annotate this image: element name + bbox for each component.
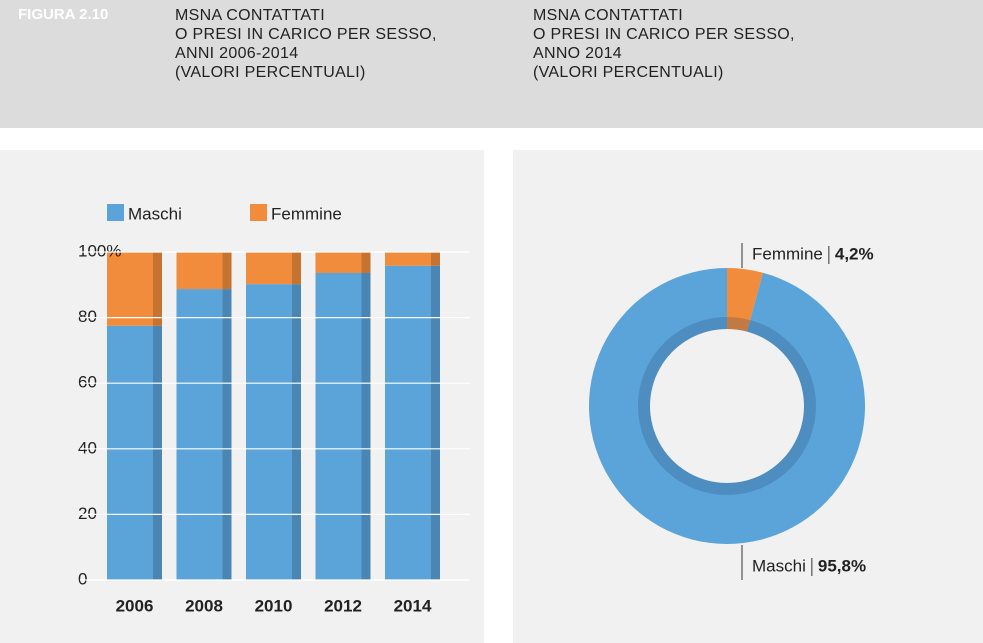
legend-swatch xyxy=(107,204,124,221)
y-tick-label: 0 xyxy=(78,569,87,588)
bar-segment xyxy=(176,252,232,290)
legend-label: Maschi xyxy=(128,204,182,223)
bar-segment xyxy=(176,289,232,580)
legend-swatch xyxy=(250,204,267,221)
x-tick-label: 2008 xyxy=(185,596,223,615)
y-tick-label: 40 xyxy=(78,438,97,457)
donut-slice xyxy=(588,268,866,544)
bar-segment xyxy=(246,252,301,285)
bar-segment xyxy=(315,272,371,580)
inner-ring xyxy=(638,317,816,495)
value-label: 4,2% xyxy=(835,244,874,263)
legend-label: Femmine xyxy=(271,204,342,223)
value-label: 95,8% xyxy=(818,556,866,575)
x-tick-label: 2012 xyxy=(324,596,362,615)
bar-segment xyxy=(385,252,440,266)
panel xyxy=(513,150,983,643)
slice-label: Femmine xyxy=(752,244,823,263)
bar-segment xyxy=(246,284,301,580)
donut-slice xyxy=(727,268,763,332)
chart-title: MSNA CONTATTATI O PRESI IN CARICO PER SE… xyxy=(533,7,795,81)
x-tick-label: 2014 xyxy=(394,596,432,615)
x-tick-label: 2010 xyxy=(255,596,293,615)
bar-segment xyxy=(315,252,371,273)
header: FIGURA 2.10 MSNA CONTATTATI O PRESI IN C… xyxy=(0,0,983,128)
y-tick-label: 60 xyxy=(78,373,97,392)
y-tick-label: 80 xyxy=(78,307,97,326)
slice-label: Maschi xyxy=(752,556,806,575)
figure-label: FIGURA 2.10 xyxy=(18,6,109,23)
bar-segment xyxy=(107,252,162,326)
y-tick-label: 20 xyxy=(78,504,97,523)
bar-segment xyxy=(107,325,162,580)
bar-segment xyxy=(385,265,440,580)
chart-title: MSNA CONTATTATI O PRESI IN CARICO PER SE… xyxy=(175,7,437,81)
y-tick-label: 100% xyxy=(78,241,121,260)
x-tick-label: 2006 xyxy=(116,596,154,615)
